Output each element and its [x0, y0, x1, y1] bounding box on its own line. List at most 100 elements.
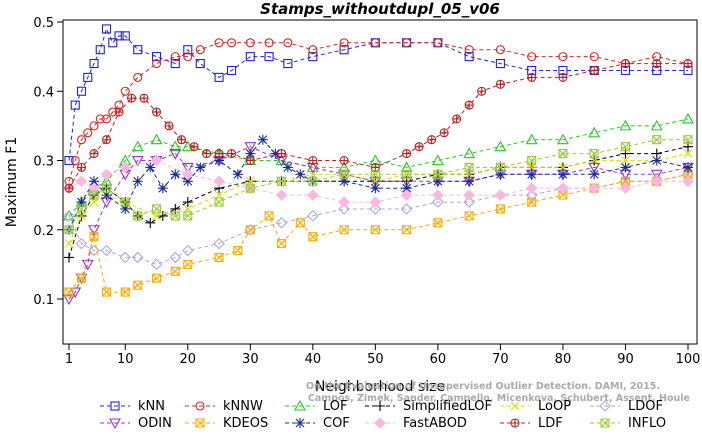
data-point-ldf [101, 135, 112, 145]
data-point-kdeos [183, 259, 193, 269]
data-point-loop [64, 239, 74, 248]
data-point-loop [621, 156, 630, 165]
data-point-odin [81, 259, 94, 271]
x-tick-label: 50 [367, 352, 384, 367]
data-point-ldof [182, 244, 194, 257]
data-point-ldf [477, 86, 487, 96]
legend-label-knnw: kNNW [223, 399, 263, 414]
x-tick-label: 100 [676, 352, 701, 367]
chart-title: Stamps_withoutdupl_05_v06 [260, 0, 500, 18]
data-point-kdeos [89, 232, 99, 242]
data-point-inflo [339, 169, 349, 179]
data-point-odin [169, 149, 182, 160]
data-point-cof [557, 169, 568, 180]
data-point-ldof [400, 203, 413, 215]
data-point-cof [232, 169, 243, 180]
data-point-ldof [63, 210, 75, 222]
data-point-odin [88, 225, 100, 236]
data-point-kdeos [433, 218, 443, 228]
data-point-ldof [100, 244, 113, 257]
data-point-knn [195, 58, 205, 69]
data-point-ldf [227, 149, 237, 159]
legend-marker-odin [109, 418, 121, 430]
data-point-knnw [83, 128, 93, 138]
legend-item-ldf: LDF [500, 416, 563, 431]
x-axis-label: Neighborhood size [315, 379, 445, 395]
data-point-ldf [189, 142, 199, 152]
data-point-ldof [132, 251, 144, 264]
data-point-lof [557, 133, 569, 145]
data-point-cof [370, 183, 381, 194]
data-point-kdeos [464, 211, 474, 221]
legend-label-ldof: LDOF [628, 399, 663, 414]
data-point-knnw [370, 38, 380, 48]
data-point-ldf [589, 65, 599, 76]
data-point-ldf [64, 183, 74, 193]
data-point-kdeos [370, 225, 380, 235]
data-point-lof [400, 161, 413, 172]
data-point-ldf [464, 100, 474, 110]
data-point-inflo [527, 155, 537, 166]
data-point-inflo [101, 183, 112, 193]
data-point-knn [70, 100, 80, 110]
legend-item-lof: LOF [285, 399, 348, 414]
data-point-ldf [89, 149, 99, 159]
data-point-inflo [433, 169, 443, 179]
data-point-cof [495, 169, 506, 180]
data-point-ldf [308, 155, 318, 166]
data-point-fastabod [338, 196, 350, 208]
legend-item-loop: LoOP [500, 399, 571, 414]
y-tick-label: 0.1 [33, 293, 54, 308]
data-point-knn [495, 58, 505, 69]
data-point-knnw [214, 38, 224, 48]
data-point-fastabod [182, 168, 194, 181]
data-point-knnw [264, 38, 274, 48]
data-point-cof [245, 148, 256, 159]
data-point-knn [76, 86, 87, 96]
data-point-ldof [213, 237, 225, 250]
data-point-ldof [75, 237, 88, 250]
data-point-lof [463, 147, 476, 159]
data-point-knnw [183, 52, 193, 62]
x-tick-label: 60 [430, 352, 447, 367]
data-point-fastabod [525, 182, 538, 194]
data-point-knnw [89, 121, 99, 131]
data-point-ldf [620, 59, 631, 69]
data-point-lof [588, 126, 601, 138]
data-point-cof [270, 148, 281, 159]
data-point-knn [170, 58, 180, 69]
data-point-ldf [277, 149, 287, 159]
legend-label-inflo: INFLO [628, 416, 666, 431]
data-point-kdeos [76, 273, 87, 283]
data-point-cof [89, 176, 100, 187]
data-point-knn [183, 45, 193, 55]
data-point-odin [369, 176, 382, 188]
data-point-cof [101, 190, 112, 201]
legend-label-odin: ODIN [138, 416, 172, 431]
data-point-inflo [64, 225, 74, 235]
data-point-lof [494, 140, 507, 152]
data-point-ldof [432, 196, 444, 208]
data-point-fastabod [557, 182, 569, 194]
data-point-knnw [527, 52, 537, 62]
data-point-kdeos [308, 232, 318, 242]
data-point-fastabod [400, 189, 413, 201]
data-point-loop [683, 149, 693, 158]
y-axis-label: Maximum F1 [4, 137, 20, 227]
x-tick-label: 10 [117, 352, 134, 367]
data-point-kdeos [277, 239, 287, 249]
legend-marker-knn [110, 401, 120, 411]
data-point-knn [227, 65, 237, 76]
data-point-odin [181, 162, 194, 174]
data-point-knnw [308, 45, 318, 55]
data-point-kdeos [64, 287, 74, 297]
data-point-knn [114, 31, 124, 41]
data-point-knnw [245, 38, 255, 48]
data-point-ldof [244, 223, 257, 236]
legend-label-cof: COF [323, 416, 350, 431]
data-point-inflo [89, 190, 99, 200]
data-point-cof [401, 183, 412, 194]
data-point-knnw [402, 38, 412, 48]
legend-marker-inflo [600, 418, 610, 428]
